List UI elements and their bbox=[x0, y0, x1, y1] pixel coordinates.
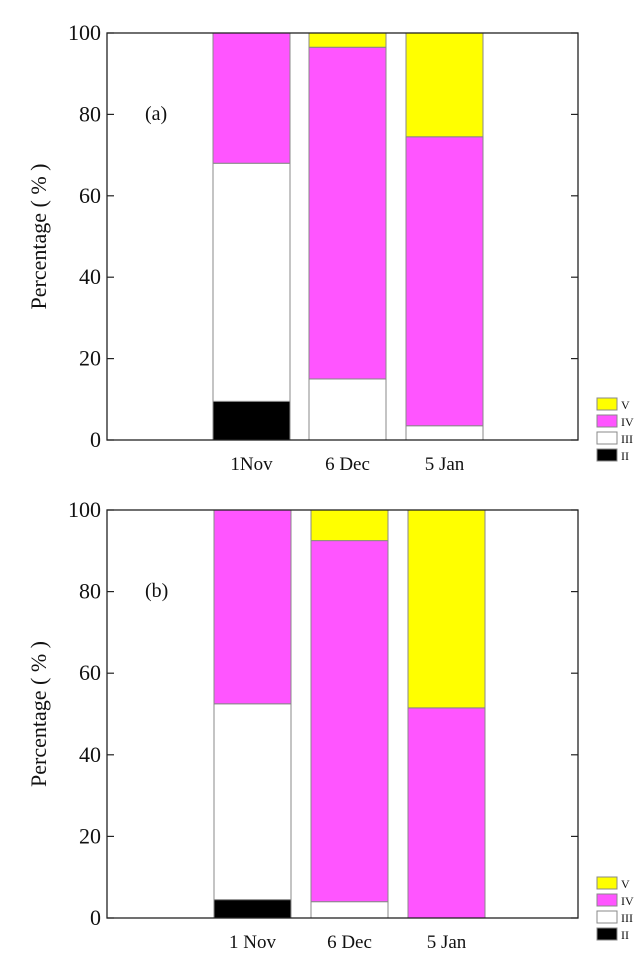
y-tick-label: 60 bbox=[79, 660, 101, 685]
legend-swatch-v bbox=[596, 397, 618, 411]
y-tick-label: 60 bbox=[79, 183, 101, 208]
bar-segment-v-3 bbox=[405, 32, 484, 138]
chart-panel-a: 1Nov 6 Dec 5 Jan 0 20 40 60 80 100 Percentage ( %… bbox=[26, 20, 634, 475]
bar-segment-iv-2 bbox=[310, 540, 389, 903]
x-tick-label: 5 Jan bbox=[425, 454, 465, 475]
legend-label-v: V bbox=[621, 877, 630, 891]
y-tick-label: 20 bbox=[79, 346, 101, 371]
legend-label-iv: IV bbox=[621, 415, 634, 429]
panel-label: (a) bbox=[145, 103, 167, 125]
bar-segment-iv-1 bbox=[212, 32, 291, 164]
y-tick-label: 100 bbox=[68, 20, 101, 45]
legend-label-iv: IV bbox=[621, 894, 634, 908]
bar-segment-v-3 bbox=[407, 509, 486, 709]
legend-swatch-v bbox=[596, 876, 618, 890]
legend-swatch-iii bbox=[596, 910, 618, 924]
legend-label-v: V bbox=[621, 398, 630, 412]
legend-swatch-iv bbox=[596, 893, 618, 907]
bar-segment-ii-1 bbox=[213, 899, 292, 919]
x-tick-label: 1Nov bbox=[230, 454, 273, 475]
y-tick-label: 80 bbox=[79, 579, 101, 604]
bar-segment-iii-1 bbox=[212, 162, 291, 402]
bar-segment-v-2 bbox=[308, 32, 387, 48]
y-tick-label: 40 bbox=[79, 264, 101, 289]
y-tick-label: 0 bbox=[90, 427, 101, 452]
bar-segment-iii-3 bbox=[405, 425, 484, 441]
bar-segment-v-2 bbox=[310, 509, 389, 542]
x-tick-label: 6 Dec bbox=[325, 454, 370, 475]
legend-swatch-ii bbox=[596, 927, 618, 941]
chart-panel-b: 1 Nov 6 Dec 5 Jan 0 20 40 60 80 100 Percentage ( … bbox=[26, 497, 634, 953]
bar-segment-iv-3 bbox=[405, 136, 484, 427]
bar-segment-iii-2 bbox=[310, 901, 389, 919]
y-tick-label: 20 bbox=[79, 823, 101, 848]
bar-segment-iii-2 bbox=[308, 378, 387, 441]
bar-segment-iv-3 bbox=[407, 707, 486, 919]
bar-segment-iv-1 bbox=[213, 509, 292, 705]
y-tick-label: 40 bbox=[79, 742, 101, 767]
legend-label-ii: II bbox=[621, 928, 629, 942]
plot-frame bbox=[106, 509, 579, 919]
bar-segment-iv-2 bbox=[308, 46, 387, 380]
legend-label-iii: III bbox=[621, 911, 633, 925]
bar-segment-iii-1 bbox=[213, 703, 292, 901]
x-tick-label: 5 Jan bbox=[427, 932, 467, 953]
y-tick-label: 100 bbox=[68, 497, 101, 522]
x-tick-label: 6 Dec bbox=[327, 932, 372, 953]
bar-segment-ii-1 bbox=[212, 400, 291, 441]
y-tick-label: 80 bbox=[79, 101, 101, 126]
legend-label-iii: III bbox=[621, 432, 633, 446]
y-tick-label: 0 bbox=[90, 905, 101, 930]
legend-swatch-ii bbox=[596, 448, 618, 462]
panel-label: (b) bbox=[145, 580, 168, 602]
legend-swatch-iv bbox=[596, 414, 618, 428]
plot-frame bbox=[106, 32, 579, 441]
y-axis-label: Percentage ( % ) bbox=[26, 641, 51, 787]
x-tick-label: 1 Nov bbox=[229, 932, 276, 953]
legend-label-ii: II bbox=[621, 449, 629, 463]
y-axis-label: Percentage ( % ) bbox=[26, 164, 51, 310]
legend-swatch-iii bbox=[596, 431, 618, 445]
